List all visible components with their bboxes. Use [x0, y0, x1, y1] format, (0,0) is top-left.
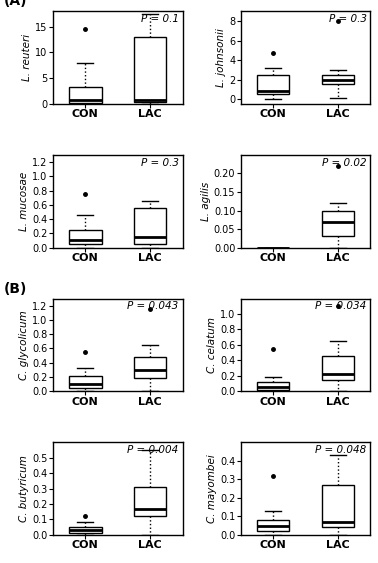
Text: P = 0.034: P = 0.034 [315, 301, 367, 311]
Text: P = 0.043: P = 0.043 [127, 301, 179, 311]
Y-axis label: C. glycolicum: C. glycolicum [19, 310, 29, 380]
Text: (B): (B) [4, 282, 27, 296]
Text: P = 0.3: P = 0.3 [328, 14, 367, 24]
PathPatch shape [134, 357, 166, 378]
Y-axis label: C. butyricum: C. butyricum [19, 455, 29, 522]
Text: P = 0.3: P = 0.3 [141, 158, 179, 168]
PathPatch shape [322, 75, 354, 84]
PathPatch shape [69, 527, 102, 533]
PathPatch shape [257, 382, 290, 390]
PathPatch shape [322, 485, 354, 528]
PathPatch shape [322, 356, 354, 379]
PathPatch shape [134, 208, 166, 244]
Text: P = 0.02: P = 0.02 [322, 158, 367, 168]
Y-axis label: L. agilis: L. agilis [201, 182, 211, 221]
PathPatch shape [257, 520, 290, 531]
Text: (A): (A) [4, 0, 27, 8]
PathPatch shape [69, 87, 102, 103]
Text: P = 0.004: P = 0.004 [127, 445, 179, 455]
Text: P = 0.1: P = 0.1 [141, 14, 179, 24]
PathPatch shape [134, 487, 166, 516]
PathPatch shape [69, 376, 102, 388]
PathPatch shape [322, 211, 354, 236]
Text: P = 0.048: P = 0.048 [315, 445, 367, 455]
PathPatch shape [69, 230, 102, 244]
Y-axis label: L. johnsonii: L. johnsonii [216, 28, 226, 87]
Y-axis label: L. mucosae: L. mucosae [19, 172, 29, 231]
Y-axis label: C. celatum: C. celatum [207, 317, 217, 373]
PathPatch shape [134, 37, 166, 102]
PathPatch shape [257, 75, 290, 94]
Y-axis label: L. reuteri: L. reuteri [22, 34, 32, 81]
Y-axis label: C. mayombei: C. mayombei [207, 454, 217, 523]
